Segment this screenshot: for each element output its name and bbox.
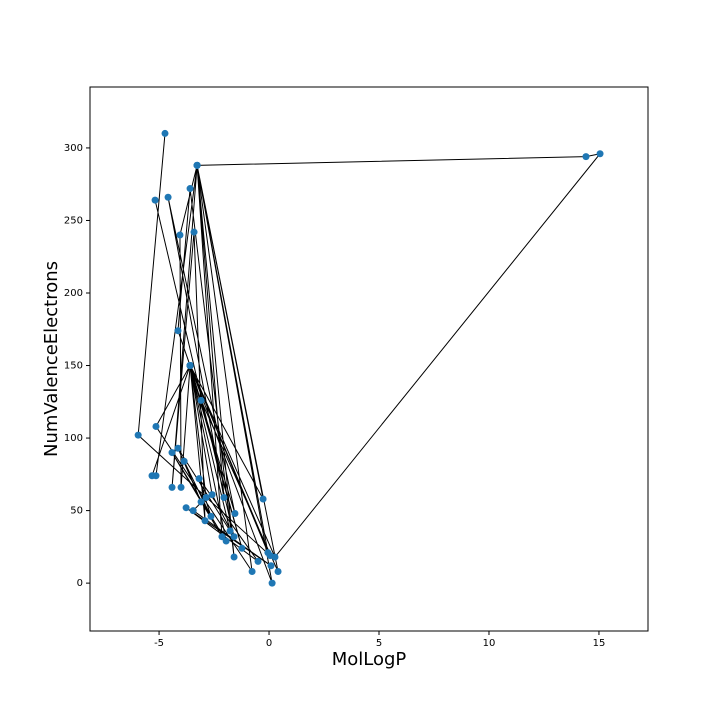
- point: [197, 396, 205, 404]
- point: [582, 153, 590, 161]
- point: [197, 498, 205, 506]
- point: [259, 495, 267, 503]
- x-tick-label: -5: [154, 638, 164, 649]
- point: [207, 512, 215, 520]
- point: [231, 509, 239, 517]
- point: [195, 475, 203, 483]
- point: [180, 457, 188, 465]
- point: [202, 494, 210, 502]
- point: [177, 483, 185, 491]
- point: [186, 185, 194, 193]
- x-tick-label: 0: [266, 638, 272, 649]
- point: [190, 228, 198, 236]
- point: [268, 579, 276, 587]
- point: [218, 533, 226, 541]
- x-axis-title: MolLogP: [332, 649, 407, 670]
- y-axis-title: NumValenceElectrons: [41, 261, 62, 457]
- x-tick-label: 10: [483, 638, 496, 649]
- point: [182, 504, 190, 512]
- point: [152, 422, 160, 430]
- point: [168, 483, 176, 491]
- point: [161, 129, 169, 137]
- point: [248, 568, 256, 576]
- point: [176, 231, 184, 239]
- y-tick-label: 200: [64, 288, 83, 299]
- point: [189, 507, 197, 515]
- point: [201, 517, 209, 525]
- point: [264, 549, 272, 557]
- point: [222, 537, 230, 545]
- point: [174, 327, 182, 335]
- point: [164, 193, 172, 201]
- point: [152, 472, 160, 480]
- point: [596, 150, 604, 158]
- point: [238, 544, 246, 552]
- y-tick-label: 150: [64, 361, 83, 372]
- point: [193, 161, 201, 169]
- point: [134, 431, 142, 439]
- y-tick-label: 300: [64, 143, 83, 154]
- point: [151, 196, 159, 204]
- point: [254, 557, 262, 565]
- point: [230, 533, 238, 541]
- point: [226, 527, 234, 535]
- point: [186, 362, 194, 370]
- point: [230, 553, 238, 561]
- y-tick-label: 100: [64, 433, 83, 444]
- point: [208, 491, 216, 499]
- x-tick-label: 5: [376, 638, 382, 649]
- y-tick-label: 0: [77, 578, 83, 589]
- point: [168, 449, 176, 457]
- y-tick-label: 50: [70, 506, 83, 517]
- point: [271, 553, 279, 561]
- point: [174, 444, 182, 452]
- plot-frame: [89, 86, 649, 632]
- point: [220, 494, 228, 502]
- point: [274, 568, 282, 576]
- point: [267, 562, 275, 570]
- x-tick-label: 15: [593, 638, 606, 649]
- y-tick-label: 250: [64, 215, 83, 226]
- series-line: [137, 133, 602, 584]
